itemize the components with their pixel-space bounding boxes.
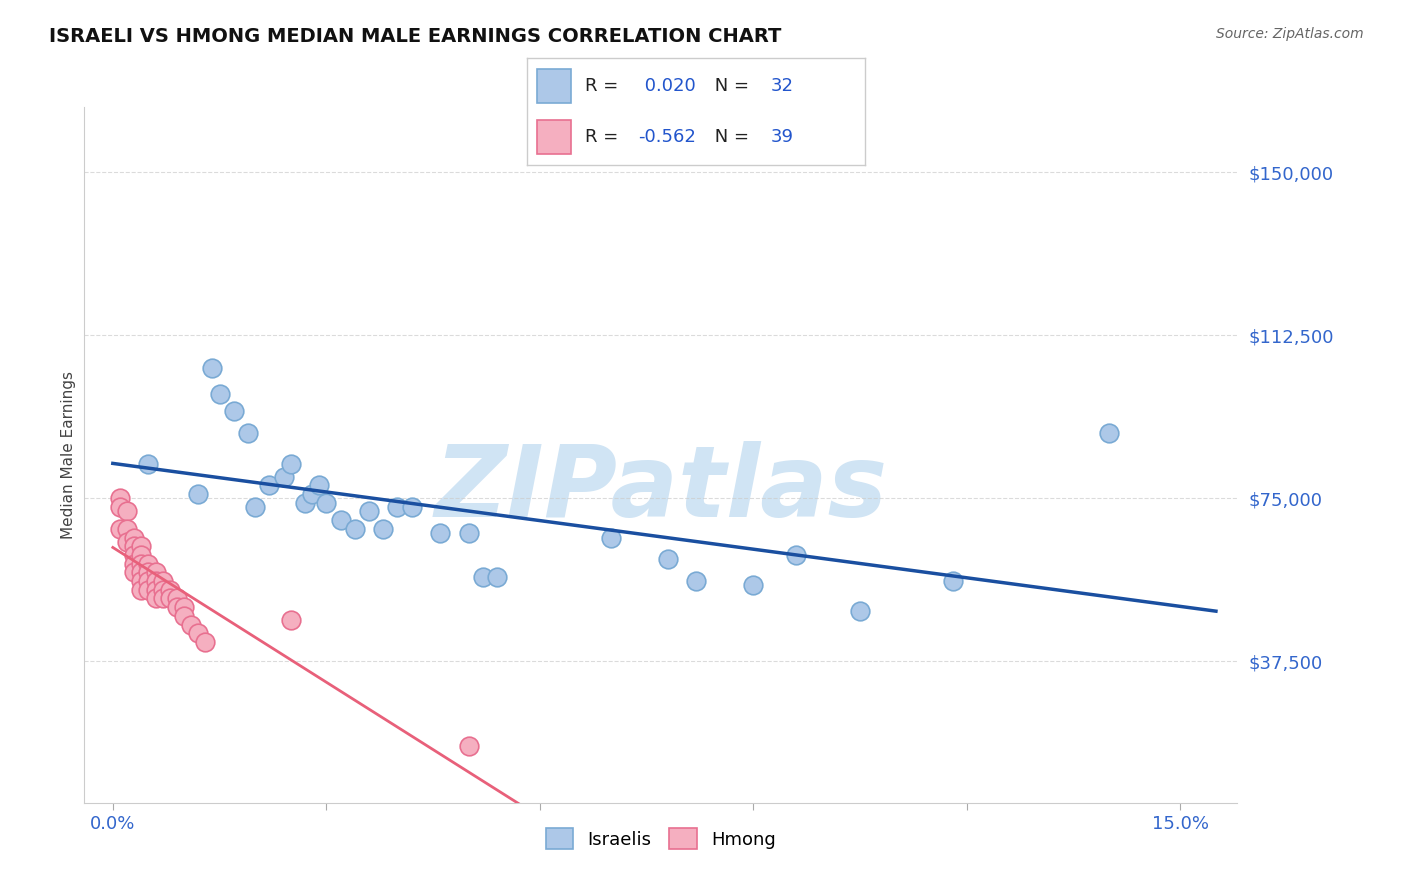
Text: N =: N =: [710, 77, 755, 95]
Point: [129, 539, 152, 553]
Point: [122, 531, 145, 545]
Point: [259, 478, 281, 492]
Point: [742, 578, 765, 592]
Y-axis label: Median Male Earnings: Median Male Earnings: [60, 371, 76, 539]
Point: [108, 500, 131, 514]
Point: [280, 457, 302, 471]
Text: 0.020: 0.020: [638, 77, 696, 95]
Point: [685, 574, 707, 588]
Point: [145, 582, 167, 597]
Point: [208, 387, 231, 401]
Point: [201, 360, 224, 375]
Point: [115, 534, 138, 549]
Point: [122, 566, 145, 580]
FancyBboxPatch shape: [537, 69, 571, 103]
Point: [301, 487, 323, 501]
Point: [429, 526, 451, 541]
Point: [457, 739, 479, 754]
Point: [180, 617, 202, 632]
Point: [166, 600, 188, 615]
Point: [138, 457, 160, 471]
Point: [373, 522, 395, 536]
Point: [343, 522, 366, 536]
Point: [129, 582, 152, 597]
Point: [138, 574, 160, 588]
Point: [138, 582, 160, 597]
Text: N =: N =: [710, 128, 755, 146]
Point: [401, 500, 423, 514]
Point: [152, 582, 174, 597]
Point: [243, 500, 266, 514]
Point: [1098, 426, 1121, 441]
Point: [129, 574, 152, 588]
FancyBboxPatch shape: [537, 120, 571, 154]
Point: [387, 500, 409, 514]
Text: ZIPatlas: ZIPatlas: [434, 442, 887, 538]
Text: -0.562: -0.562: [638, 128, 696, 146]
Point: [471, 570, 494, 584]
Point: [145, 574, 167, 588]
Point: [129, 548, 152, 562]
Point: [173, 608, 195, 623]
Point: [280, 613, 302, 627]
Point: [173, 600, 195, 615]
Point: [236, 426, 259, 441]
Point: [108, 491, 131, 506]
Point: [308, 478, 330, 492]
Point: [166, 591, 188, 606]
Point: [315, 496, 337, 510]
Text: R =: R =: [585, 128, 624, 146]
Point: [108, 522, 131, 536]
Legend: Israelis, Hmong: Israelis, Hmong: [538, 822, 783, 856]
Point: [657, 552, 679, 566]
Point: [122, 548, 145, 562]
Point: [122, 557, 145, 571]
Text: ISRAELI VS HMONG MEDIAN MALE EARNINGS CORRELATION CHART: ISRAELI VS HMONG MEDIAN MALE EARNINGS CO…: [49, 27, 782, 45]
Point: [273, 469, 295, 483]
Text: 32: 32: [770, 77, 793, 95]
Point: [294, 496, 316, 510]
Point: [159, 591, 181, 606]
Point: [145, 591, 167, 606]
Point: [129, 566, 152, 580]
Point: [152, 574, 174, 588]
Text: R =: R =: [585, 77, 624, 95]
Point: [129, 557, 152, 571]
Point: [785, 548, 807, 562]
Point: [849, 605, 872, 619]
Point: [187, 487, 209, 501]
Point: [115, 522, 138, 536]
Point: [145, 566, 167, 580]
Point: [138, 566, 160, 580]
Point: [115, 504, 138, 518]
Point: [329, 513, 352, 527]
Point: [187, 626, 209, 640]
Point: [222, 404, 245, 418]
Point: [357, 504, 380, 518]
Point: [194, 635, 217, 649]
Point: [138, 557, 160, 571]
Point: [122, 539, 145, 553]
Point: [159, 582, 181, 597]
Point: [457, 526, 479, 541]
Text: Source: ZipAtlas.com: Source: ZipAtlas.com: [1216, 27, 1364, 41]
Text: 39: 39: [770, 128, 793, 146]
Point: [942, 574, 965, 588]
Point: [152, 591, 174, 606]
Point: [486, 570, 509, 584]
Point: [600, 531, 623, 545]
